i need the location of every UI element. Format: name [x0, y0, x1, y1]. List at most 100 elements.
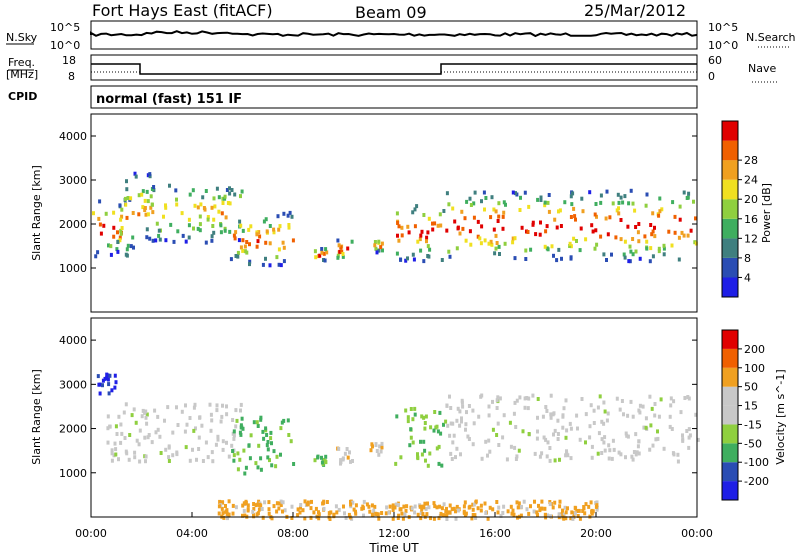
velocity-cell: [209, 428, 213, 433]
velocity-cell: [423, 448, 427, 453]
velocity-cell: [496, 510, 500, 515]
velocity-cell: [239, 432, 243, 437]
power-cell: [279, 263, 283, 268]
velocity-cell: [231, 431, 235, 436]
power-cell: [411, 252, 415, 257]
velocity-cell: [513, 400, 517, 405]
power-cell: [631, 237, 635, 241]
nave-label: Nave: [748, 62, 776, 75]
velocity-cell: [204, 440, 208, 445]
velocity-cell: [210, 418, 214, 423]
power-cell: [125, 215, 129, 220]
power-cell: [627, 201, 631, 206]
velocity-cell: [600, 437, 604, 442]
power-cell: [594, 202, 598, 206]
power-cell: [397, 238, 401, 243]
power-cell: [645, 246, 649, 251]
velocity-cell: [296, 513, 300, 518]
velocity-cell: [167, 455, 171, 460]
power-cell: [615, 208, 619, 213]
power-cell: [511, 236, 515, 241]
power-cell: [187, 235, 191, 240]
velocity-cell: [334, 504, 338, 509]
power-cell: [112, 234, 116, 239]
velocity-cell: [216, 437, 220, 442]
velocity-cell: [234, 424, 238, 429]
velocity-cell: [101, 378, 105, 383]
velocity-cell: [631, 457, 635, 462]
power-cell: [568, 241, 572, 246]
velocity-cell: [227, 454, 231, 459]
power-cell: [145, 227, 149, 232]
colorbar-tick-label: 20: [744, 193, 758, 206]
power-cell: [245, 250, 249, 255]
velocity-cell: [570, 510, 574, 515]
velocity-cell: [432, 501, 436, 506]
power-cell: [282, 211, 286, 216]
velocity-cell: [388, 504, 392, 509]
velocity-cell: [114, 447, 118, 452]
velocity-cell: [491, 427, 495, 432]
power-cell: [141, 205, 145, 210]
power-cell: [651, 211, 655, 216]
velocity-cell: [279, 503, 283, 507]
velocity-cell: [419, 511, 423, 516]
velocity-cell: [380, 511, 384, 515]
velocity-cell: [458, 409, 462, 414]
velocity-cell: [144, 459, 147, 464]
velocity-cell: [425, 512, 429, 517]
velocity-cell: [595, 503, 599, 508]
y-tick-label: 3000: [59, 174, 87, 187]
power-cell: [336, 253, 340, 258]
velocity-cell: [622, 412, 625, 417]
velocity-cell: [538, 454, 542, 459]
colorbar-tick-label: 24: [744, 174, 758, 187]
velocity-cell: [230, 443, 234, 448]
power-cell: [219, 230, 223, 235]
power-cell: [126, 196, 130, 200]
power-cell: [653, 234, 657, 239]
power-cell: [465, 199, 469, 204]
velocity-cell: [549, 514, 553, 519]
power-cell: [239, 194, 242, 199]
velocity-cell: [272, 449, 276, 454]
velocity-cell: [624, 431, 628, 436]
velocity-cell: [445, 517, 449, 521]
velocity-cell: [561, 508, 564, 513]
power-cell: [109, 252, 113, 257]
power-cell: [473, 190, 477, 195]
velocity-cell: [487, 413, 491, 418]
velocity-cell: [296, 507, 300, 512]
colorbar-swatch: [722, 257, 738, 278]
velocity-cell: [156, 427, 160, 432]
velocity-cell: [544, 437, 548, 442]
velocity-cell: [290, 516, 294, 520]
power-cell: [673, 230, 677, 235]
velocity-cell: [454, 516, 458, 521]
velocity-cell: [422, 415, 426, 420]
velocity-cell: [221, 500, 224, 505]
power-cell: [320, 250, 324, 255]
colorbar-swatch: [722, 199, 738, 219]
velocity-cell: [259, 503, 263, 508]
power-cell: [447, 202, 451, 207]
velocity-cell: [564, 398, 568, 403]
velocity-cell: [243, 513, 247, 518]
velocity-cell: [427, 505, 431, 510]
velocity-cell: [512, 512, 516, 517]
power-cell: [125, 187, 129, 192]
power-cell: [119, 231, 123, 236]
velocity-cell: [592, 421, 596, 425]
velocity-cell: [255, 420, 259, 425]
velocity-cell: [541, 414, 545, 419]
power-cell: [400, 233, 404, 238]
velocity-cell: [523, 396, 527, 401]
velocity-cell: [426, 463, 430, 468]
power-cell: [547, 209, 551, 214]
velocity-cell: [679, 410, 683, 415]
power-cell: [476, 219, 480, 224]
power-cell: [373, 240, 377, 244]
power-cell: [662, 243, 666, 248]
velocity-cell: [289, 439, 293, 444]
velocity-cell: [502, 413, 506, 418]
